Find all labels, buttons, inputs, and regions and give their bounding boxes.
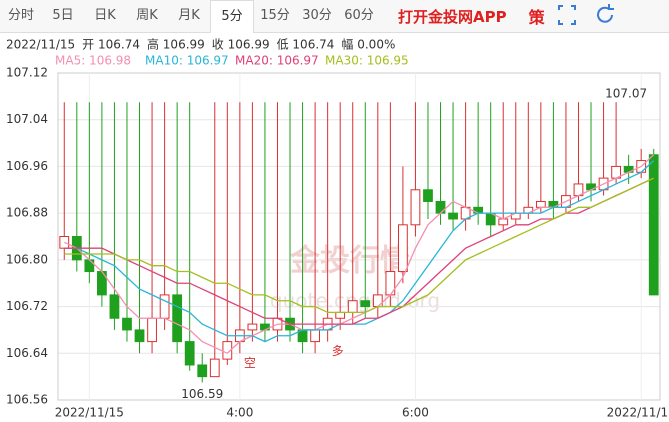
y-tick-label: 106.88 bbox=[6, 206, 48, 220]
candle-body bbox=[222, 341, 233, 360]
candle-body bbox=[172, 294, 183, 343]
candle-body bbox=[147, 317, 157, 343]
y-tick-label: 106.56 bbox=[6, 393, 48, 407]
candle-body bbox=[398, 224, 408, 273]
candle-body bbox=[247, 323, 258, 331]
tab[interactable]: 周K bbox=[136, 8, 158, 23]
ma-line bbox=[63, 154, 655, 355]
y-tick-label: 107.12 bbox=[6, 66, 48, 80]
candle-body bbox=[498, 218, 509, 226]
candle-body bbox=[197, 364, 208, 378]
candle-body bbox=[159, 294, 170, 319]
tab[interactable]: 60分 bbox=[344, 8, 374, 23]
info-field: 开 106.74 bbox=[82, 38, 140, 52]
candle-body bbox=[84, 259, 95, 273]
candle-body bbox=[648, 154, 659, 296]
candle-body bbox=[360, 300, 371, 308]
tab-bar: 分时 5日 日K 周K 月K 5分 15分 30分 60分 打开金投网APP 策 bbox=[0, 0, 669, 33]
strategy-icon[interactable]: 策 bbox=[528, 8, 545, 27]
tab[interactable]: 30分 bbox=[302, 8, 332, 23]
y-tick-label: 106.96 bbox=[6, 159, 48, 173]
candle-body bbox=[347, 300, 358, 313]
y-tick-label: 107.04 bbox=[6, 112, 48, 126]
candle-body bbox=[122, 317, 132, 331]
tool-icons[interactable] bbox=[551, 0, 621, 32]
signal-label: 空 bbox=[244, 356, 256, 370]
candle-body bbox=[535, 200, 546, 208]
y-tick-label: 106.72 bbox=[6, 299, 48, 313]
candle-body bbox=[335, 311, 346, 319]
candle-body bbox=[209, 358, 220, 378]
x-tick-label: 2022/11/15 bbox=[607, 406, 669, 420]
tab[interactable]: 日K bbox=[94, 8, 116, 23]
legend-entry: MA30: 106.95 bbox=[325, 54, 409, 68]
x-tick-label: 4:00 bbox=[226, 406, 253, 420]
y-tick-label: 106.64 bbox=[6, 346, 48, 360]
ma-line bbox=[64, 160, 655, 343]
candle-body bbox=[372, 294, 383, 308]
candle-body bbox=[410, 189, 421, 226]
tab[interactable]: 5日 bbox=[52, 8, 74, 23]
candle-body bbox=[184, 341, 195, 366]
tab[interactable]: 5分 bbox=[210, 0, 254, 33]
legend-entry: MA20: 106.97 bbox=[235, 54, 319, 68]
app-link[interactable]: 打开金投网APP bbox=[398, 7, 507, 26]
legend-entry: MA10: 106.97 bbox=[145, 54, 229, 68]
info-field: 低 106.74 bbox=[277, 38, 335, 52]
x-tick-label: 2022/11/15 bbox=[55, 406, 124, 420]
info-field: 收 106.99 bbox=[212, 38, 270, 52]
y-tick-label: 106.80 bbox=[6, 252, 48, 266]
candle-body bbox=[423, 189, 433, 202]
ma-line bbox=[64, 177, 655, 314]
candle-body bbox=[435, 200, 446, 214]
low-label: 106.59 bbox=[181, 387, 223, 401]
candle-body bbox=[59, 236, 70, 249]
plot-frame bbox=[57, 72, 661, 401]
candle-body bbox=[310, 329, 320, 343]
chart: 2022/11/15 开 106.74 高 106.99 收 106.99 低 106.… bbox=[6, 37, 669, 420]
info-field: 2022/11/15 bbox=[6, 38, 75, 52]
candle-body bbox=[109, 294, 120, 319]
info-field: 高 106.99 bbox=[147, 37, 205, 52]
info-field: 幅 0.00% bbox=[341, 37, 395, 52]
tab[interactable]: 月K bbox=[178, 8, 200, 23]
tab[interactable]: 分时 bbox=[7, 8, 34, 23]
tab[interactable]: 15分 bbox=[260, 8, 290, 23]
signal-label: 多 bbox=[332, 344, 344, 358]
high-label: 107.07 bbox=[605, 87, 647, 101]
candle-body bbox=[134, 329, 145, 343]
x-tick-label: 6:00 bbox=[402, 406, 429, 420]
legend-entry: MA5: 106.98 bbox=[55, 54, 131, 68]
candle-body bbox=[448, 212, 458, 220]
